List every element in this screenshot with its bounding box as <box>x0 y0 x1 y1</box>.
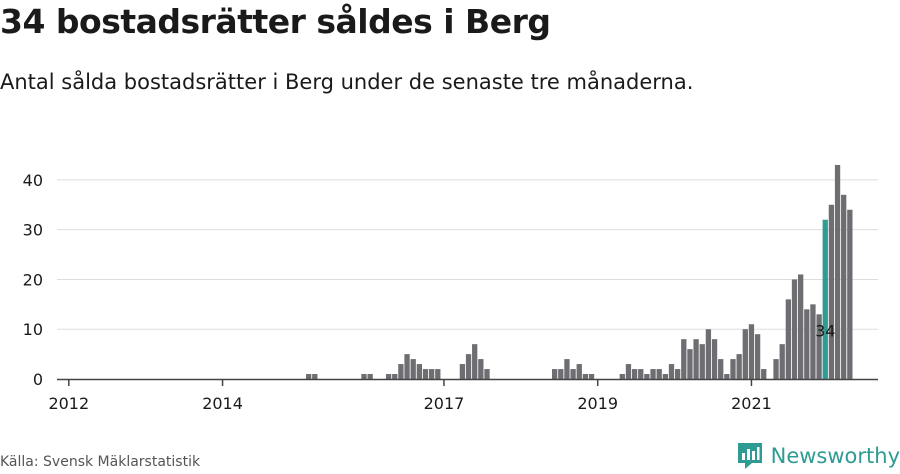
bar <box>576 364 582 379</box>
axes: 0 10 20 30 40 2012 2014 2017 2019 2021 34 <box>23 171 878 413</box>
bar <box>392 374 398 379</box>
gridlines <box>57 179 878 330</box>
bar <box>558 369 564 379</box>
bar <box>472 344 478 379</box>
brand-logo[interactable]: Newsworthy <box>737 442 900 470</box>
x-tick-label: 2014 <box>202 394 243 413</box>
bar <box>779 344 785 379</box>
bar <box>705 329 712 379</box>
bar <box>791 279 798 379</box>
bar <box>724 374 730 379</box>
x-tick-label: 2012 <box>48 394 89 413</box>
bar <box>711 339 718 379</box>
bar <box>570 369 576 379</box>
highlight-bar <box>822 219 828 379</box>
x-tick-label: 2021 <box>731 394 772 413</box>
bar <box>834 164 841 379</box>
bar <box>730 359 736 379</box>
bar-chart: 0 10 20 30 40 2012 2014 2017 2019 2021 34 <box>23 164 878 413</box>
bar <box>312 374 318 379</box>
bar <box>361 374 367 379</box>
bar <box>435 369 441 379</box>
y-tick-label: 20 <box>23 270 43 289</box>
bar <box>761 369 767 379</box>
bar <box>582 374 589 379</box>
y-tick-label: 40 <box>23 171 43 190</box>
bar <box>693 339 699 379</box>
bar <box>668 364 675 379</box>
bar <box>773 359 779 379</box>
bar <box>736 354 742 379</box>
bar <box>699 344 705 379</box>
y-tick-label: 0 <box>33 370 43 389</box>
x-tick-label: 2017 <box>424 394 465 413</box>
bar <box>816 314 822 379</box>
bar <box>681 339 687 379</box>
bar <box>742 329 748 379</box>
newsworthy-logo-icon <box>737 443 762 469</box>
bar <box>552 369 558 379</box>
bar <box>484 369 490 379</box>
bar <box>564 359 570 379</box>
bar <box>638 369 644 379</box>
bar <box>478 359 484 379</box>
bar <box>841 194 847 379</box>
chart-title: 34 bostadsrätter såldes i Berg <box>0 2 551 41</box>
bar <box>828 204 835 379</box>
bar <box>465 354 472 379</box>
bars <box>306 164 853 379</box>
bar <box>687 349 693 379</box>
bar <box>748 324 755 379</box>
bar <box>619 374 625 379</box>
bar <box>459 364 466 379</box>
bar <box>644 374 650 379</box>
bar <box>625 364 632 379</box>
bar <box>410 359 416 379</box>
bar <box>416 364 422 379</box>
bar <box>798 274 804 379</box>
bar <box>847 209 853 379</box>
x-tick-label: 2019 <box>577 394 618 413</box>
bar <box>404 354 410 379</box>
highlight-value-label: 34 <box>815 321 835 340</box>
bar <box>662 374 668 379</box>
y-tick-label: 30 <box>23 221 43 240</box>
source-note: Källa: Svensk Mäklarstatistik <box>0 454 201 470</box>
bar <box>631 369 638 379</box>
bar <box>306 374 312 379</box>
bar <box>422 369 429 379</box>
bar <box>785 299 791 379</box>
brand-name: Newsworthy <box>770 444 900 468</box>
bar <box>656 369 662 379</box>
bar <box>804 309 810 379</box>
bar <box>429 369 435 379</box>
chart-subtitle: Antal sålda bostadsrätter i Berg under d… <box>0 70 694 94</box>
bar <box>754 334 761 379</box>
bar <box>367 374 373 379</box>
bar <box>398 364 404 379</box>
bar <box>718 359 724 379</box>
bar <box>675 369 681 379</box>
y-tick-label: 10 <box>23 320 43 339</box>
bar <box>588 374 595 379</box>
bar <box>650 369 656 379</box>
bar <box>810 304 816 379</box>
bar <box>385 374 392 379</box>
